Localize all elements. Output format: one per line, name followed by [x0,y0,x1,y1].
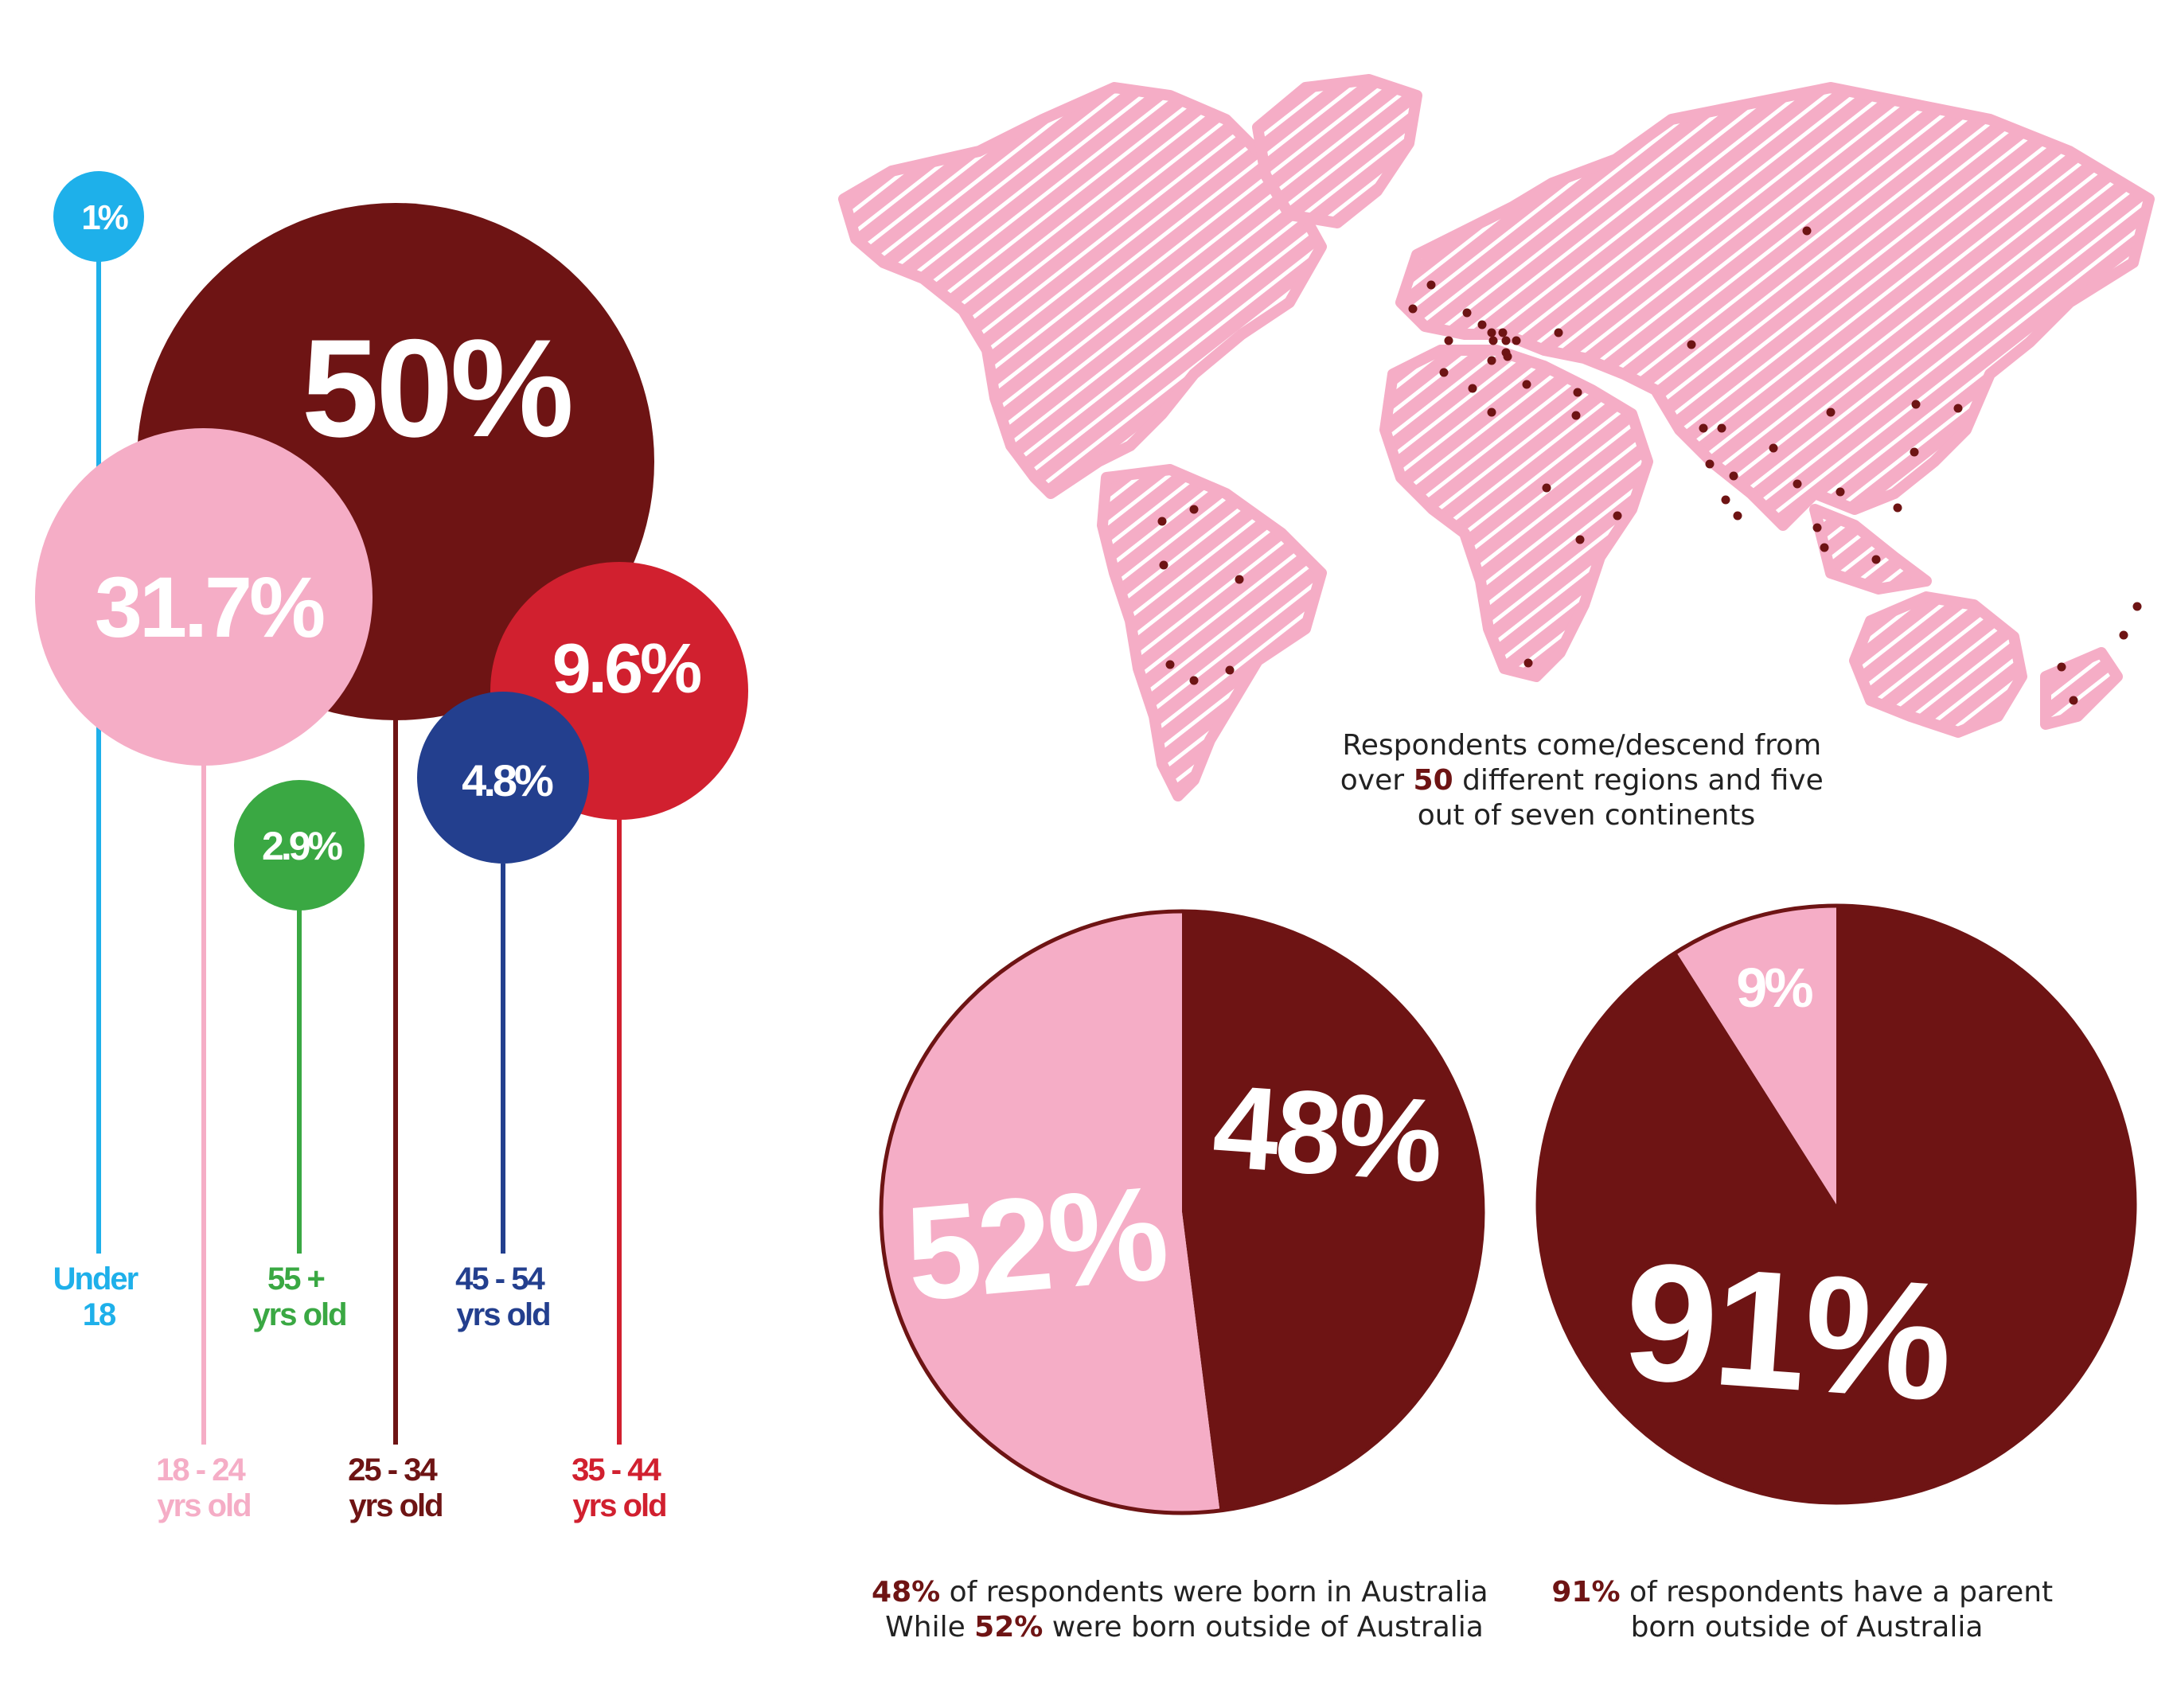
map-dot [1165,660,1175,669]
map-dot [1189,505,1199,514]
map-dot [1910,447,1919,457]
pie1-label-52: 52% [900,1157,1170,1329]
map-dot [1820,543,1829,552]
map-dot [1523,658,1533,668]
bubble-under-18 [53,171,144,262]
pie1-outline [879,909,1485,1515]
age-bubble-chart: 50% 31.7% 9.6% 4.8% 2.9% 1% Under 18 55 … [35,171,748,1523]
map-dot [1225,665,1235,675]
pie2-outline [1535,903,2137,1505]
map-dot [1503,352,1512,361]
value-label-under-18: 1% [81,198,127,237]
map-dots [1157,226,2142,705]
map-dot [2132,602,2142,611]
pie2-label-9: 9% [1736,957,1812,1019]
pie2-label-91: 91% [1618,1226,1956,1436]
map-australia [1849,591,2027,738]
pie-chart-born-australia: 48% 52% [879,909,1485,1515]
world-map [838,74,2155,801]
pie-chart-parent-born-outside: 91% 9% [1535,903,2137,1505]
map-dot [1542,483,1551,493]
map-europe-asia [1395,82,2155,531]
map-dot [1836,487,1845,497]
map-dot [1769,443,1778,453]
map-dot [1477,320,1487,330]
pie1-caption: 48% of respondents were born in Australi… [872,1576,1497,1644]
bubble-55-plus [234,780,365,911]
map-dot [1554,328,1563,337]
map-north-america [838,82,1327,499]
age-label-55-plus: 55 + yrs old [252,1262,345,1332]
map-dot [2119,630,2128,640]
map-dot [1953,404,1963,413]
map-dot [1512,336,1521,345]
map-dot [1729,471,1738,481]
bubble-18-24 [35,428,373,766]
age-label-under-18: Under 18 [53,1262,145,1332]
pie1-label-48: 48% [1209,1060,1444,1207]
map-dot [1871,555,1881,564]
map-dot [1487,328,1496,337]
map-dot [1911,400,1921,409]
map-dot [1699,423,1708,433]
pie2-caption: 91% of respondents have a parent born ou… [1551,1576,2062,1644]
map-dot [1487,408,1496,417]
map-dot [1468,384,1477,393]
map-dot [2057,662,2066,672]
map-dot [1687,340,1696,349]
age-label-35-44: 35 - 44 yrs old [572,1453,667,1523]
map-dot [1705,459,1715,469]
value-label-18-24: 31.7% [95,559,324,655]
map-southeast-asia [1809,504,1932,595]
map-africa [1379,345,1653,682]
map-dot [1157,517,1167,526]
map-dot [1159,560,1168,570]
map-dot [1571,411,1581,420]
map-dot [1613,511,1622,521]
map-dot [1444,336,1453,345]
map-dot [1488,336,1498,345]
map-dot [1498,328,1508,337]
map-dot [1235,575,1244,584]
map-greenland [1252,74,1422,228]
pie2-slice-91 [1538,906,2136,1503]
map-dot [1802,226,1812,236]
age-label-45-54: 45 - 54 yrs old [455,1262,551,1332]
value-label-45-54: 4.8% [462,755,553,805]
map-new-zealand [2040,647,2123,730]
map-dot [1721,495,1730,505]
map-dot [1439,368,1449,377]
map-dot [1717,423,1726,433]
map-dot [1793,479,1802,489]
value-label-55-plus: 2.9% [262,824,343,868]
map-dot [1408,304,1418,314]
map-dot [1733,511,1742,521]
map-dot [1462,308,1472,318]
map-dot [1522,380,1531,389]
map-dot [1575,535,1585,544]
map-caption: Respondents come/descend from over 50 di… [1340,729,1832,832]
age-label-18-24: 18 - 24 yrs old [156,1453,252,1523]
map-dot [1426,280,1436,290]
map-dot [1826,408,1836,417]
map-dot [1812,523,1822,532]
bubble-45-54 [417,692,589,864]
value-label-35-44: 9.6% [552,629,700,708]
pie2-slice-9 [1676,906,1836,1204]
map-dot [1487,356,1496,365]
map-dot [1189,676,1199,685]
value-label-25-34: 50% [302,311,571,466]
map-dot [2069,696,2078,705]
pie1-slice-52 [881,911,1220,1513]
map-dot [1573,388,1582,397]
map-dot [1501,336,1511,345]
age-label-25-34: 25 - 34 yrs old [348,1453,443,1523]
pie1-slice-48 [1182,911,1484,1511]
map-dot [1893,503,1902,513]
map-south-america [1097,464,1327,801]
